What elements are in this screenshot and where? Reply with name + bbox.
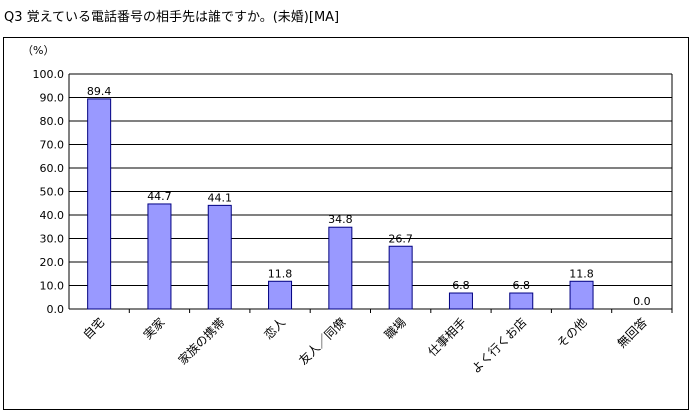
category-label: 恋人	[261, 315, 289, 343]
data-label: 11.8	[268, 267, 293, 280]
category-label: よく行くお店	[469, 315, 530, 376]
bar	[448, 292, 473, 310]
category-label: 職場	[382, 315, 409, 342]
category-label: 自宅	[80, 315, 108, 343]
bar	[509, 292, 534, 310]
bar	[569, 280, 594, 310]
category-label: 実家	[140, 315, 168, 343]
y-tick-label: 0.0	[47, 303, 65, 316]
data-label: 34.8	[328, 213, 353, 226]
y-tick-label: 90.0	[40, 92, 65, 105]
data-label: 26.7	[388, 232, 413, 245]
category-label: 友人／同僚	[295, 315, 348, 368]
data-label: 89.4	[87, 85, 112, 98]
y-unit-label: （%）	[22, 44, 55, 57]
y-tick-label: 80.0	[40, 115, 65, 128]
data-label: 11.8	[569, 267, 594, 280]
data-label: 0.0	[633, 295, 651, 308]
data-label: 6.8	[513, 279, 531, 292]
bar	[328, 226, 353, 310]
category-label: 仕事相手	[425, 315, 469, 359]
chart-title: Q3 覚えている電話番号の相手先は誰ですか。(未婚)[MA]	[4, 10, 340, 25]
y-tick-label: 100.0	[33, 68, 65, 81]
category-label: その他	[554, 315, 589, 350]
y-tick-label: 30.0	[40, 233, 65, 246]
y-tick-label: 20.0	[40, 256, 65, 269]
y-tick-label: 60.0	[40, 162, 65, 175]
y-tick-label: 50.0	[40, 186, 65, 199]
bar	[268, 280, 293, 310]
y-tick-label: 10.0	[40, 280, 65, 293]
bar	[147, 203, 172, 310]
data-label: 6.8	[452, 279, 470, 292]
chart-frame: （%） 0.0 10.0 20.0 30.0 40.0 50.0 60.0 70.0 80.0 9…	[3, 37, 689, 410]
data-label: 44.1	[208, 191, 233, 204]
category-label: 無回答	[614, 315, 650, 351]
bar	[388, 245, 413, 310]
bar-chart: 0.0 10.0 20.0 30.0 40.0 50.0 60.0 70.0 80.0 90.0 1…	[33, 68, 673, 376]
bar	[207, 204, 232, 310]
category-label: 家族の携帯	[175, 315, 228, 368]
y-tick-label: 40.0	[40, 209, 65, 222]
bar	[87, 98, 112, 310]
data-label: 44.7	[147, 190, 172, 203]
y-tick-label: 70.0	[40, 139, 65, 152]
